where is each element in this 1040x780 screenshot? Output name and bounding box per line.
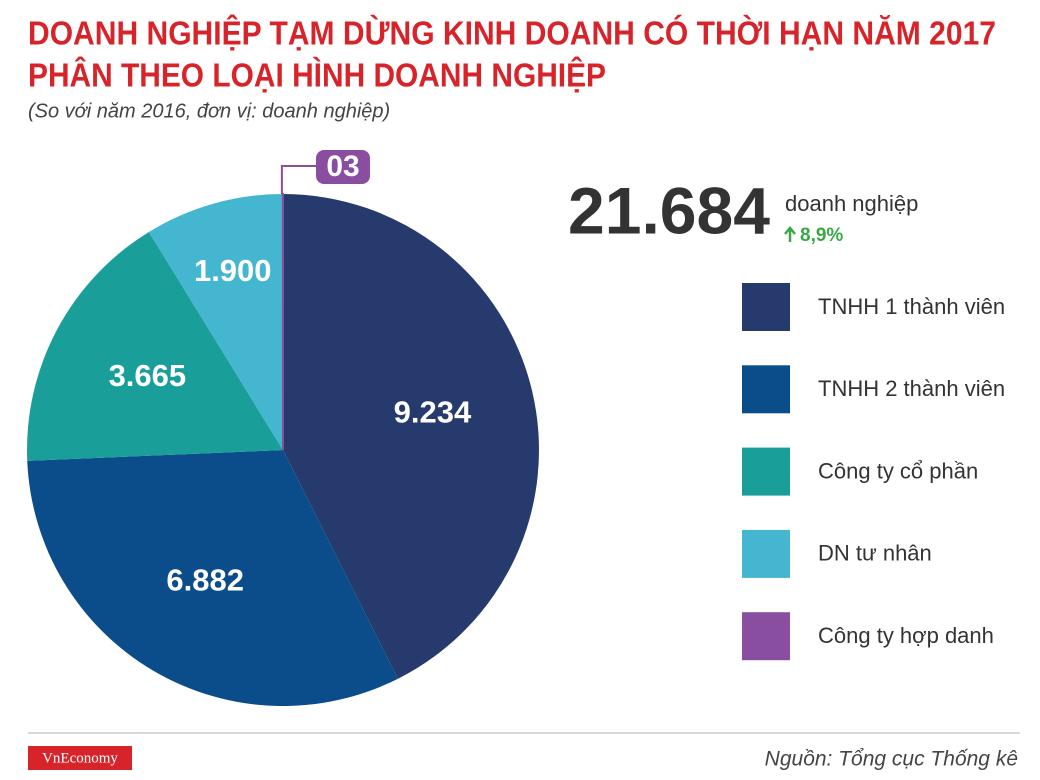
pie-slice	[27, 450, 399, 707]
legend-swatch	[742, 447, 790, 496]
legend-label: Công ty hợp danh	[818, 623, 994, 648]
change: 8,9%	[800, 225, 843, 246]
legend-label: TNHH 2 thành viên	[818, 376, 1005, 401]
value-label: 6.882	[166, 563, 244, 598]
source: Nguồn: Tổng cục Thống kê	[765, 748, 1018, 771]
legend-label: DN tư nhân	[818, 541, 932, 566]
legend-label: TNHH 1 thành viên	[818, 294, 1005, 319]
value-label: 1.900	[194, 253, 272, 288]
value-label: 03	[326, 150, 359, 183]
brand: VnEconomy	[42, 750, 118, 766]
chart-title: DOANH NGHIỆP TẠM DỪNG KINH DOANH CÓ THỜI…	[28, 15, 996, 52]
legend-swatch	[742, 612, 790, 661]
leader-line	[280, 165, 318, 194]
value-label: 9.234	[394, 395, 472, 430]
subtitle: (So với năm 2016, đơn vị: doanh nghiệp)	[28, 100, 390, 122]
value-label: 3.665	[109, 358, 187, 393]
brand-box	[28, 746, 132, 770]
pie-slice	[148, 194, 283, 450]
legend-label: Công ty cổ phần	[818, 458, 978, 483]
callout-box	[316, 150, 370, 185]
legend-swatch	[742, 529, 790, 578]
total: 21.684	[568, 173, 770, 247]
chart-title: PHÂN THEO LOẠI HÌNH DOANH NGHIỆP	[28, 57, 606, 94]
up-arrow	[784, 226, 796, 242]
legend-swatch	[742, 365, 790, 414]
pie-slice	[27, 231, 284, 461]
unit: doanh nghiệp	[785, 191, 918, 216]
legend-swatch	[742, 283, 790, 331]
pie-slice	[283, 194, 540, 679]
